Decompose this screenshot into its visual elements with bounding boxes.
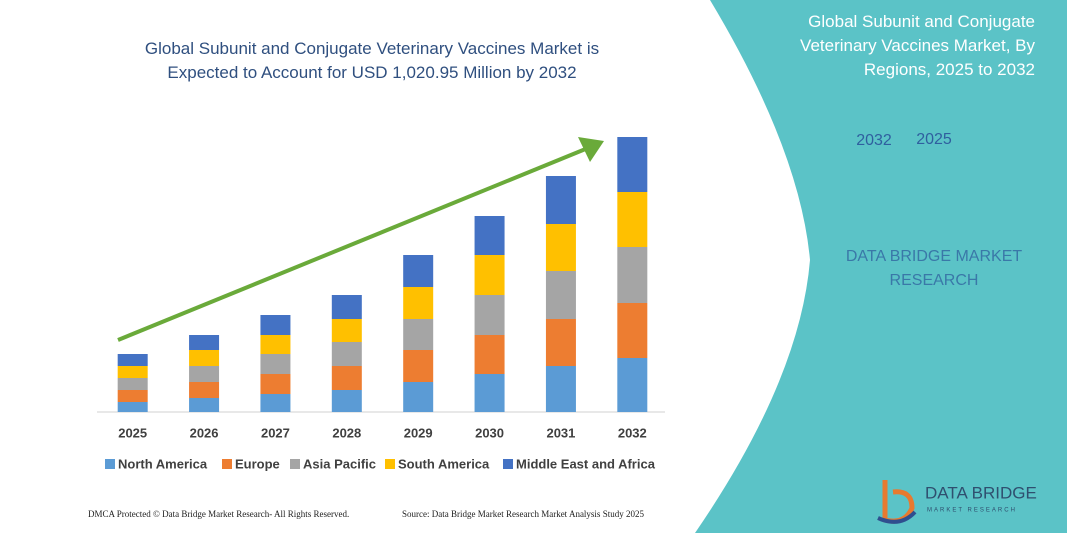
bar-segment: [331, 319, 362, 342]
bar-segment: [403, 319, 434, 350]
legend-label: North America: [118, 456, 208, 471]
bar-segment: [331, 342, 362, 366]
bar-segment: [117, 378, 148, 390]
bar-segment: [189, 366, 220, 382]
legend-swatch: [385, 459, 395, 469]
legend-label: Europe: [235, 456, 280, 471]
hexagon-label: 2032: [856, 132, 892, 149]
bar-segment: [117, 354, 148, 366]
bar-segment: [117, 390, 148, 402]
bar-segment: [403, 287, 434, 319]
footer-left: DMCA Protected © Data Bridge Market Rese…: [88, 509, 349, 519]
hexagon-label: 2025: [916, 131, 952, 148]
bar-segment: [474, 295, 505, 335]
legend-swatch: [105, 459, 115, 469]
bar-segment: [189, 335, 220, 350]
bar-segment: [617, 247, 648, 303]
bar-segment: [331, 390, 362, 412]
bar-segment: [617, 303, 648, 358]
bar-segment: [331, 366, 362, 390]
hexagon: [704, 120, 762, 166]
bar-segment: [474, 255, 505, 295]
x-tick-label: 2032: [618, 425, 647, 440]
arrow-head: [578, 137, 604, 162]
logo-text: DATA BRIDGE: [925, 483, 1037, 502]
bar-segment: [189, 398, 220, 412]
bar-segment: [617, 358, 648, 412]
bar-segment: [117, 402, 148, 412]
bar-segment: [474, 374, 505, 412]
bar-segment: [474, 335, 505, 374]
bar-segment: [545, 224, 576, 271]
bar-segment: [545, 176, 576, 224]
logo-mark: [877, 480, 917, 524]
bar-segment: [260, 354, 291, 374]
bar-segment: [617, 137, 648, 192]
panel-title: Global Subunit and Conjugate Veterinary …: [800, 12, 1035, 79]
legend-label: Middle East and Africa: [516, 456, 656, 471]
bar-segment: [474, 216, 505, 255]
chart-title: Global Subunit and Conjugate Veterinary …: [144, 39, 600, 82]
legend-label: South America: [398, 456, 490, 471]
bar-segment: [189, 382, 220, 398]
x-tick-label: 2029: [404, 425, 433, 440]
legend-swatch: [222, 459, 232, 469]
legend-swatch: [290, 459, 300, 469]
bar-segment: [117, 366, 148, 378]
bar-segment: [545, 319, 576, 366]
bar-segment: [260, 335, 291, 354]
bar-segment: [260, 374, 291, 394]
bar-segment: [331, 295, 362, 319]
bar-segment: [403, 350, 434, 382]
trend-arrow: [117, 146, 589, 342]
bar-segment: [403, 382, 434, 412]
bar-segment: [545, 366, 576, 412]
x-tick-label: 2028: [332, 425, 361, 440]
bar-segment: [403, 255, 434, 287]
x-tick-label: 2025: [118, 425, 147, 440]
legend-label: Asia Pacific: [303, 456, 376, 471]
x-tick-label: 2027: [261, 425, 290, 440]
footer-right: Source: Data Bridge Market Research Mark…: [402, 509, 644, 519]
side-panel: [695, 0, 1067, 533]
x-tick-label: 2031: [546, 425, 575, 440]
bar-segment: [260, 315, 291, 335]
x-tick-label: 2030: [475, 425, 504, 440]
bar-segment: [617, 192, 648, 247]
x-tick-label: 2026: [190, 425, 219, 440]
bar-segment: [260, 394, 291, 412]
logo-subtext: MARKET RESEARCH: [927, 508, 1017, 514]
panel-brand: DATA BRIDGE MARKET RESEARCH: [845, 248, 1023, 289]
bar-segment: [189, 350, 220, 366]
legend-swatch: [503, 459, 513, 469]
bar-segment: [545, 271, 576, 319]
